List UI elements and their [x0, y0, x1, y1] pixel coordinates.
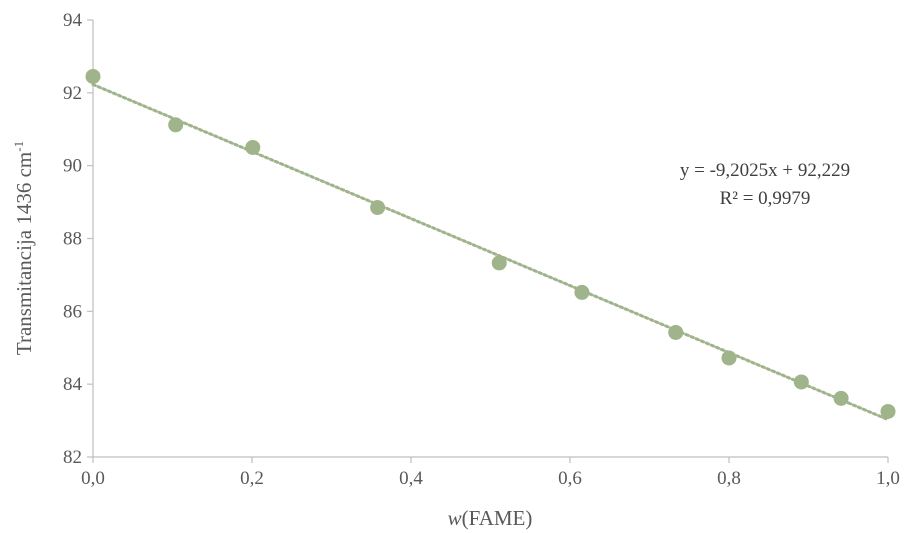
data-point: [793, 374, 809, 390]
x-tick-label: 0,2: [240, 468, 264, 489]
y-tick-label: 86: [63, 301, 82, 322]
data-point: [491, 255, 507, 271]
data-point: [168, 117, 184, 133]
svg-text:Transmitancija 1436 cm-1: Transmitancija 1436 cm-1: [11, 141, 36, 355]
x-tick-label: 0,4: [399, 468, 423, 489]
y-tick-label: 82: [63, 447, 82, 468]
x-axis-title: w(FAME): [448, 506, 533, 530]
y-axis-title-main: Transmitancija 1436 cm: [12, 152, 36, 355]
y-axis-title-superscript: -1: [11, 141, 26, 152]
y-tick-label: 90: [63, 156, 82, 177]
x-tick-label: 0,8: [717, 468, 741, 489]
data-point: [880, 403, 896, 419]
x-tick-label: 0,0: [81, 468, 105, 489]
data-point: [370, 200, 386, 216]
x-axis-ticks: 0,0 0,2 0,4 0,6 0,8 1,0: [81, 457, 900, 489]
data-point: [574, 284, 590, 300]
x-tick-label: 0,6: [558, 468, 582, 489]
x-axis-title-italic: w: [448, 506, 462, 530]
data-point: [668, 324, 684, 340]
data-point: [833, 390, 849, 406]
trendline-r-squared: R² = 0,9979: [720, 188, 811, 209]
data-point: [721, 350, 737, 366]
y-axis-ticks: 82 84 86 88 90 92 94: [63, 10, 93, 468]
y-tick-label: 92: [63, 83, 82, 104]
y-tick-label: 94: [63, 10, 83, 31]
trendline-equation: y = -9,2025x + 92,229: [680, 160, 850, 181]
data-point: [245, 139, 261, 155]
trendline: [91, 82, 890, 422]
y-tick-label: 88: [63, 229, 82, 250]
x-axis-title-rest: (FAME): [462, 506, 533, 530]
x-tick-label: 1,0: [876, 468, 900, 489]
data-point: [85, 68, 101, 84]
data-points: [85, 68, 896, 419]
y-axis-title: Transmitancija 1436 cm-1: [11, 141, 36, 355]
y-tick-label: 84: [63, 374, 83, 395]
